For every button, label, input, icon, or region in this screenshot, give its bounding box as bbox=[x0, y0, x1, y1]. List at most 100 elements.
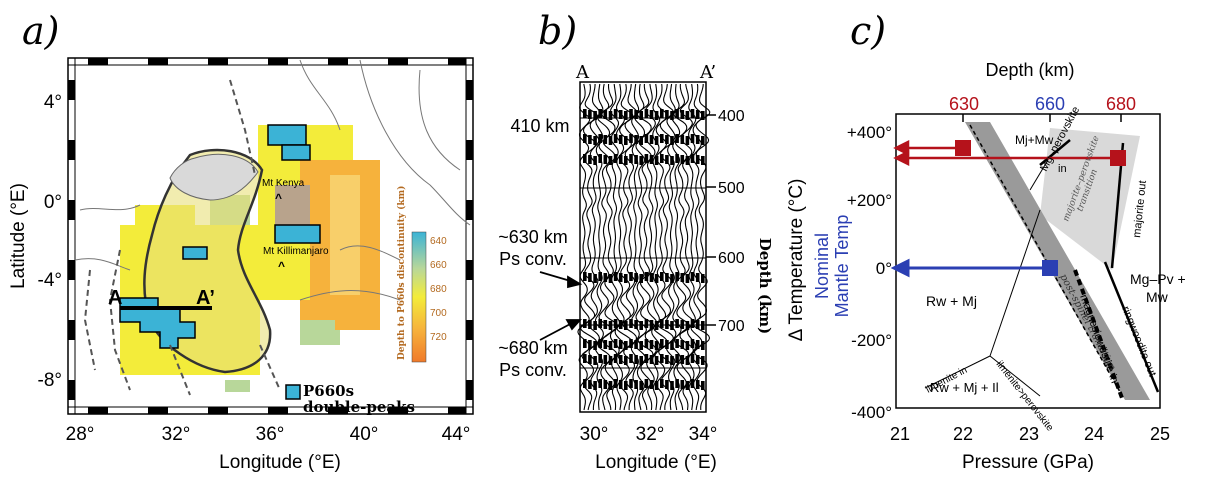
trace-lobe bbox=[685, 274, 690, 283]
top-tick-630: 630 bbox=[949, 94, 979, 114]
mt-kili-marker: ^ bbox=[278, 259, 285, 273]
xtick: 30° bbox=[580, 424, 609, 445]
trace-lobe bbox=[613, 154, 618, 163]
blue-square-660 bbox=[1042, 260, 1058, 276]
trace-lobe bbox=[680, 135, 685, 144]
trace-lobe bbox=[660, 134, 664, 143]
panel-c-plot: Mj+Mw Mg–perovskite in majorite–perovski… bbox=[890, 105, 1186, 434]
trace-lobe bbox=[644, 319, 649, 328]
trace-lobe bbox=[593, 156, 597, 165]
trace-lobe bbox=[613, 379, 618, 388]
trace-lobe bbox=[675, 109, 679, 118]
trace-lobe bbox=[701, 381, 705, 390]
trace-lobe bbox=[680, 155, 685, 164]
ytick: -200° bbox=[851, 331, 892, 350]
trace-lobe bbox=[618, 340, 623, 349]
label-410: 410 km bbox=[510, 116, 569, 136]
trace-lobe bbox=[629, 319, 633, 328]
label-680-2: Ps conv. bbox=[499, 360, 567, 380]
trace-lobe bbox=[665, 380, 669, 389]
trace-lobe bbox=[675, 339, 679, 348]
trace-lobe bbox=[624, 111, 628, 120]
trace-lobe bbox=[644, 339, 649, 348]
mt-kili-label: Mt Killimanjaro bbox=[263, 246, 329, 257]
trace-lobe bbox=[675, 154, 679, 163]
seismic-trace bbox=[665, 83, 677, 411]
trace-lobe bbox=[644, 354, 649, 363]
trace-lobe bbox=[603, 355, 608, 364]
panel-b-xlabel: Longitude (°E) bbox=[595, 452, 717, 473]
mt-kenya-label: Mt Kenya bbox=[262, 178, 305, 189]
trace-lobe bbox=[608, 136, 613, 145]
trace-lobe bbox=[665, 110, 669, 119]
trace-lobe bbox=[695, 380, 700, 389]
trace-lobe bbox=[665, 355, 669, 364]
trace-lobe bbox=[654, 356, 659, 365]
trace-lobe bbox=[649, 273, 654, 282]
trace-lobe bbox=[624, 341, 628, 350]
seismic-trace bbox=[587, 83, 601, 410]
ytick: +400° bbox=[847, 123, 892, 142]
seismic-trace bbox=[651, 83, 661, 411]
trace-lobe bbox=[695, 110, 700, 119]
panel-c-letter: c) bbox=[850, 9, 886, 53]
panel-a-map: A A’ Mt Kenya ^ Mt Killimanjaro ^ 640 66… bbox=[67, 57, 474, 416]
trace-lobe bbox=[660, 154, 664, 163]
trace-lobe bbox=[665, 135, 669, 144]
xtick: 40° bbox=[350, 424, 379, 445]
trace-lobe bbox=[690, 339, 695, 348]
ytick: +200° bbox=[847, 191, 892, 210]
red-arrows bbox=[893, 139, 1118, 167]
blue-arrow bbox=[890, 258, 1050, 278]
trace-lobe bbox=[613, 272, 618, 281]
trace-lobe bbox=[608, 156, 613, 165]
trace-lobe bbox=[695, 340, 700, 349]
depth-tick: 600 bbox=[718, 250, 745, 267]
phase-rw-mj: Rw + Mj bbox=[926, 293, 977, 309]
xtick: 21 bbox=[890, 424, 910, 444]
trace-lobe bbox=[634, 380, 638, 389]
colorbar-tick-720: 720 bbox=[430, 332, 447, 343]
trace-lobe bbox=[583, 134, 587, 143]
trace-lobe bbox=[701, 356, 705, 365]
trace-lobe bbox=[603, 273, 608, 282]
trace-lobe bbox=[613, 134, 618, 143]
trace-lobe bbox=[644, 154, 649, 163]
trace-lobe bbox=[701, 156, 705, 165]
trace-lobe bbox=[695, 135, 700, 144]
trace-lobe bbox=[608, 356, 613, 365]
trace-lobe bbox=[660, 339, 664, 348]
trace-lobe bbox=[660, 109, 664, 118]
panel-b-annotations: 410 km ~630 km Ps conv. ~680 km Ps conv. bbox=[498, 116, 569, 380]
trace-lobe bbox=[685, 341, 690, 350]
trace-lobe bbox=[639, 136, 643, 145]
trace-lobe bbox=[624, 381, 628, 390]
trace-lobe bbox=[588, 110, 592, 119]
trace-lobe bbox=[675, 319, 679, 328]
trace-lobe bbox=[695, 155, 700, 164]
xtick: 28° bbox=[66, 424, 95, 445]
trace-lobe bbox=[588, 380, 592, 389]
ytick: -4° bbox=[38, 270, 63, 291]
trace-lobe bbox=[680, 380, 685, 389]
xtick: 23 bbox=[1019, 424, 1039, 444]
xtick: 36° bbox=[256, 424, 285, 445]
panel-c-xlabel: Pressure (GPa) bbox=[962, 452, 1094, 473]
colorbar-tick-680: 680 bbox=[430, 284, 447, 295]
trace-lobe bbox=[613, 354, 618, 363]
trace-lobe bbox=[639, 274, 643, 283]
trace-lobe bbox=[618, 380, 623, 389]
trace-lobe bbox=[583, 272, 587, 281]
trace-lobe bbox=[603, 380, 608, 389]
trace-lobe bbox=[608, 111, 613, 120]
trace-lobe bbox=[624, 136, 628, 145]
trace-lobe bbox=[649, 380, 654, 389]
panel-b-top-a: A bbox=[575, 62, 590, 83]
trace-lobe bbox=[670, 136, 674, 145]
trace-lobe bbox=[588, 273, 592, 282]
xtick: 24 bbox=[1084, 424, 1104, 444]
trace-lobe bbox=[629, 354, 633, 363]
legend-line1: P660s bbox=[303, 382, 354, 400]
trace-lobe bbox=[644, 272, 649, 281]
colorbar-tick-660: 660 bbox=[430, 260, 447, 271]
